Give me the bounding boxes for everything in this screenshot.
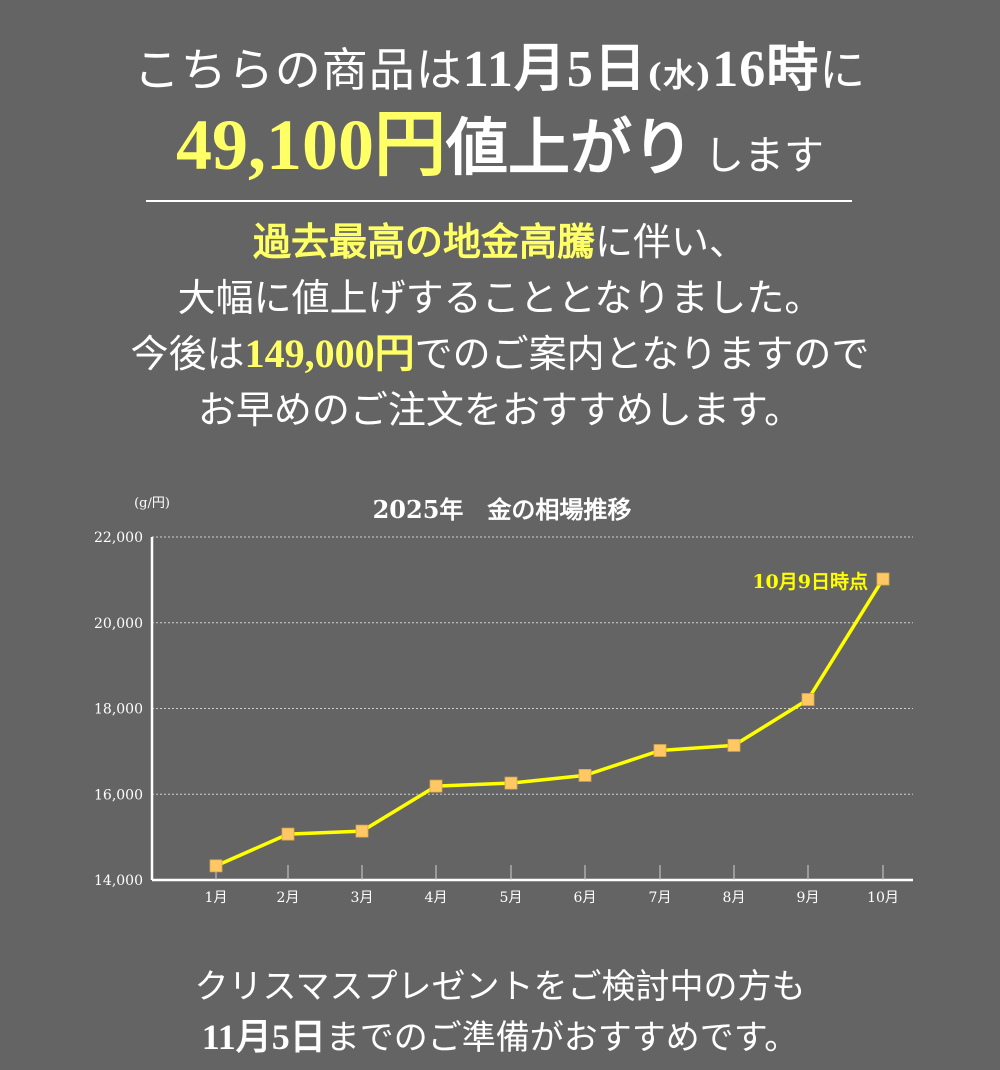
footer-line-1: クリスマスプレゼントをご検討中の方も <box>194 967 806 1007</box>
headline-day-of-week: (水) <box>646 56 713 94</box>
data-point-marker <box>727 738 741 752</box>
x-tick-label: 4月 <box>425 890 448 906</box>
body-line-1-rest: に伴い、 <box>595 220 748 264</box>
body-line-3: 今後は149,000円でのご案内となりますので <box>0 326 1000 382</box>
price-increase: 49,100円 <box>175 105 446 185</box>
x-tick-label: 9月 <box>797 890 820 906</box>
y-axis-unit-label: (g/円) <box>134 496 170 511</box>
data-point-marker <box>429 779 443 793</box>
footer-line-2-rest: までのご準備がおすすめです。 <box>325 1018 799 1058</box>
y-tick-label: 18,000 <box>94 702 143 718</box>
headline-line1: こちらの商品は11月5日(水)16時に <box>0 30 1000 115</box>
x-tick-label: 8月 <box>723 890 746 906</box>
y-tick-label: 20,000 <box>94 616 143 632</box>
body-highlight: 過去最高の地金高騰 <box>252 219 595 264</box>
headline-suffix: します <box>704 133 825 179</box>
price-line <box>215 578 885 868</box>
footer-message: クリスマスプレゼントをご検討中の方も 11月5日までのご準備がおすすめです。 <box>0 962 1000 1063</box>
x-tick-label: 1月 <box>205 890 228 906</box>
y-tick-label: 22,000 <box>94 530 143 546</box>
y-tick-label: 14,000 <box>94 873 143 889</box>
headline-date: 11月5日 <box>462 41 647 98</box>
data-point-marker <box>281 827 295 841</box>
footer-date: 11月5日 <box>201 1017 326 1057</box>
latest-point-annotation: 10月9日時点 <box>752 571 868 593</box>
footer-line-2: 11月5日までのご準備がおすすめです。 <box>0 1012 1000 1063</box>
data-point-marker <box>801 693 815 706</box>
data-point-marker <box>653 744 667 757</box>
gold-price-chart: 2025年 金の相場推移 (g/円) 14,000 16,000 18,000 20,00… <box>0 480 1000 920</box>
headline-pre: こちらの商品は <box>133 43 463 97</box>
x-tick-label: 6月 <box>574 890 597 906</box>
headline-post: に <box>819 43 867 97</box>
data-point-marker <box>578 768 592 782</box>
x-tick-label: 7月 <box>649 890 672 906</box>
x-tick-label: 3月 <box>351 890 374 906</box>
announcement-body: 過去最高の地金高騰に伴い、 大幅に値上げすることとなりました。 今後は149,0… <box>0 214 1000 438</box>
data-point-marker <box>209 859 223 873</box>
headline-time: 16時 <box>712 41 820 98</box>
data-point-marker <box>355 824 369 838</box>
y-tick-label: 16,000 <box>94 787 143 803</box>
data-point-marker <box>876 572 890 586</box>
x-tick-label: 10月 <box>867 890 899 906</box>
body-line-3-pre: 今後は <box>130 332 245 376</box>
line-chart-svg: 2025年 金の相場推移 (g/円) 14,000 16,000 18,000 20,00… <box>94 495 913 906</box>
price-increase-label: 値上がり <box>446 111 695 184</box>
chart-title: 2025年 金の相場推移 <box>373 495 632 524</box>
data-point-marker <box>504 776 518 790</box>
body-line-3-post: でのご案内となりますので <box>414 332 870 376</box>
body-line-4: お早めのご注文をおすすめします。 <box>197 388 803 432</box>
body-line-1: 過去最高の地金高騰に伴い、 <box>0 214 1000 270</box>
x-tick-label: 5月 <box>500 890 523 906</box>
future-price: 149,000円 <box>244 331 415 376</box>
body-line-2: 大幅に値上げすることとなりました。 <box>177 276 823 320</box>
x-tick-label: 2月 <box>277 890 300 906</box>
divider <box>146 200 852 202</box>
headline-line2: 49,100円値上がり します <box>0 100 1000 209</box>
